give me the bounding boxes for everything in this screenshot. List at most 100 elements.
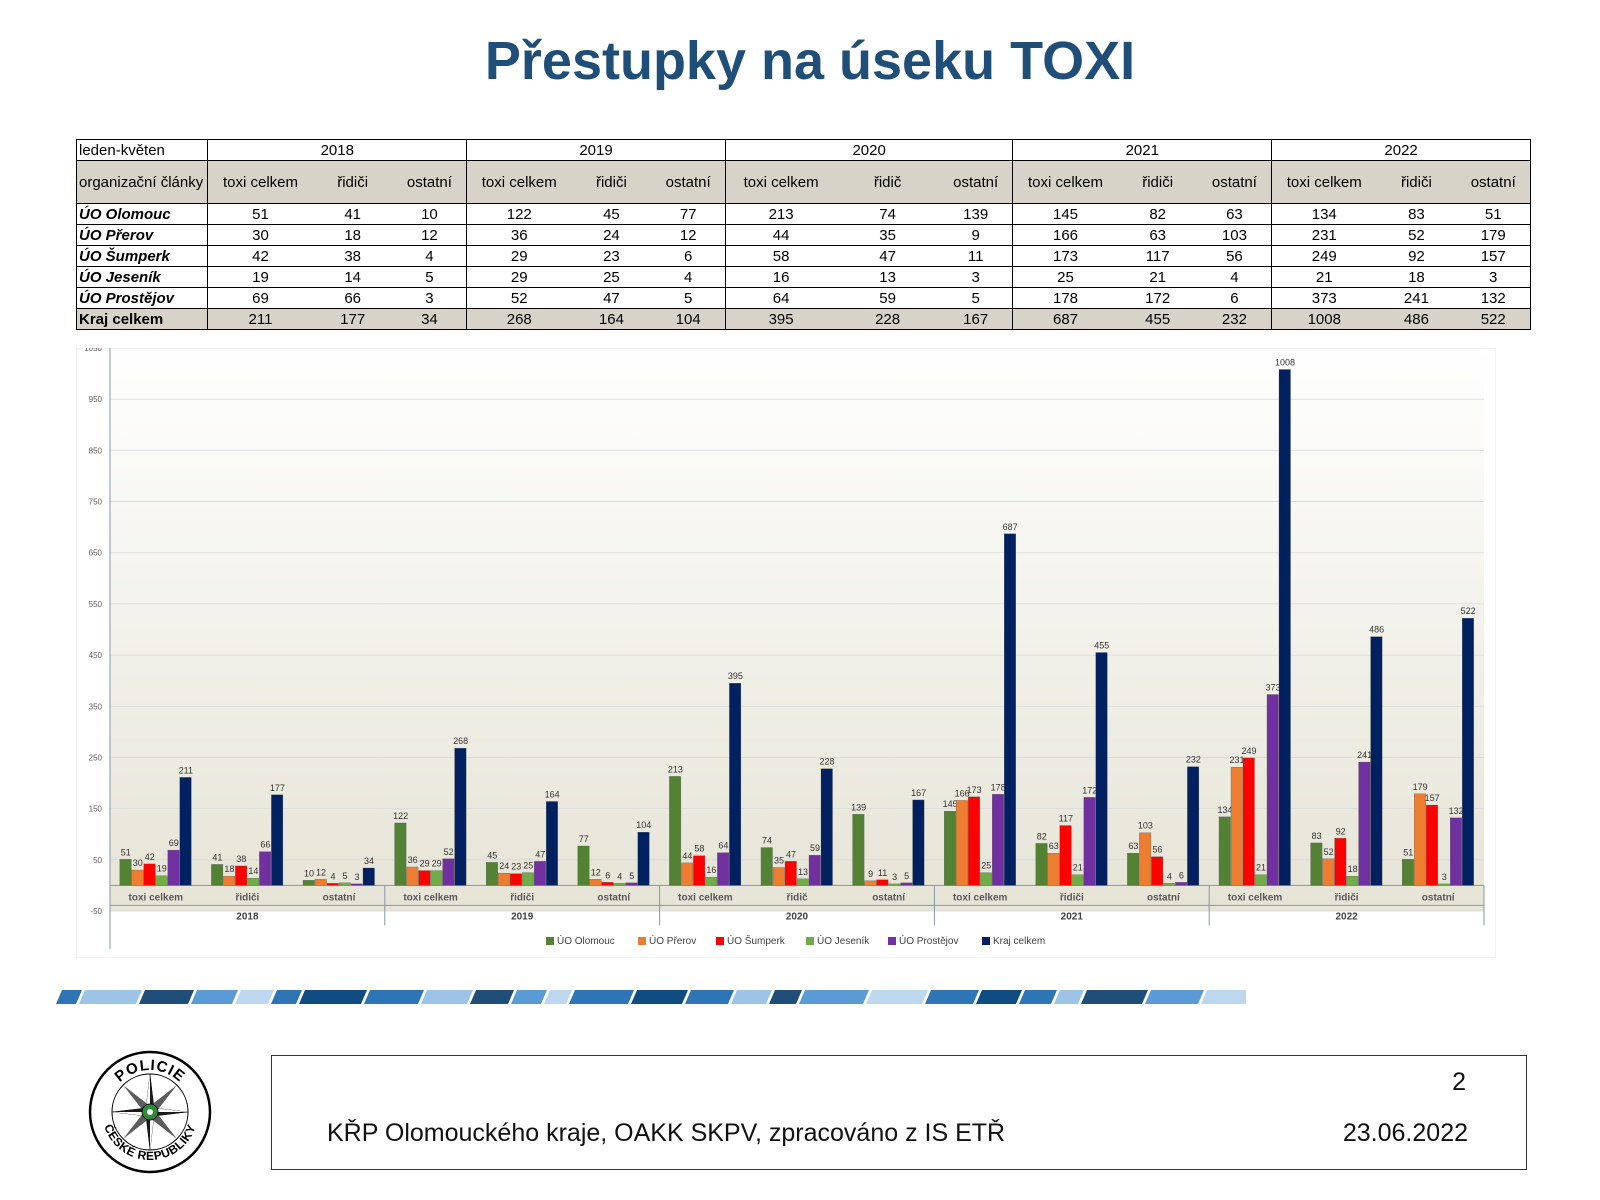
bar-value-label: 3 [354,872,359,882]
table-cell: 231 [1271,224,1377,246]
bar-value-label: 51 [121,847,131,857]
bar-value-label: 10 [304,868,314,878]
table-cell: 25 [1012,266,1118,288]
bar-value-label: 687 [1003,522,1018,532]
footer-date: 23.06.2022 [1342,1119,1468,1147]
bar-value-label: 166 [955,788,970,798]
bar-value-label: 25 [981,861,991,871]
table-cell: 45 [571,203,652,225]
bar [1218,816,1231,886]
table-row-label: ÚO Přerov [75,224,209,246]
bar [852,814,865,886]
table-cell: 66 [312,287,393,309]
table-cell: 122 [466,203,572,225]
y-tick-label: 50 [93,856,102,865]
bar [1310,842,1323,886]
bar-value-label: 117 [1059,814,1073,824]
decorative-stripe [56,990,1246,1004]
bar [223,876,236,886]
x-tick-label: ostatní [1147,892,1181,903]
bar [784,861,797,886]
table-cell: 232 [1197,308,1273,330]
table-cell: 11 [938,245,1014,267]
bar-value-label: 42 [145,852,155,862]
table-cell: 12 [392,224,468,246]
bar [302,880,315,886]
bar-value-label: 59 [810,843,820,853]
bar [1095,652,1108,886]
bar-value-label: 13 [798,867,808,877]
stripe-segment [544,990,572,1004]
bar [211,864,224,886]
bar-value-label: 83 [1312,831,1322,841]
bar-value-label: 132 [1449,806,1464,816]
table-cell: 58 [724,245,837,267]
bar-value-label: 241 [1357,750,1372,760]
table-cell: 486 [1376,308,1457,330]
bar-value-label: 38 [236,854,246,864]
year-label: 2018 [236,911,259,922]
y-tick-label: 250 [89,753,103,762]
bar [1414,793,1426,886]
table-cell: 83 [1376,203,1457,225]
bar-value-label: 34 [364,856,374,866]
bar [760,847,773,886]
bar [808,855,821,886]
table-cell: 34 [392,308,468,330]
bar [1163,883,1176,886]
bar [577,845,590,886]
bar-value-label: 41 [212,852,222,862]
x-tick-label: toxi celkem [129,892,184,903]
table-cell: 18 [1376,266,1457,288]
table-cell: 178 [1012,287,1118,309]
table-cell: 10 [392,203,468,225]
stripe-segment [631,990,688,1004]
bar [1426,804,1438,886]
bar-value-label: 18 [1348,864,1358,874]
table-cell: 41 [312,203,393,225]
bar-value-label: 19 [157,864,167,874]
table-cell: 63 [1117,224,1198,246]
y-tick-label: 1050 [84,348,102,353]
table-cell: 69 [207,287,313,309]
table-cell: 103 [1197,224,1273,246]
table-cell: 47 [571,287,652,309]
stripe-segment [925,990,979,1004]
table-row: ÚO Přerov 30 18 12 36 24 12 44 35 9 166 63 103 231 52 1… [75,224,1532,246]
table-cell: 455 [1117,308,1198,330]
bar [1322,858,1335,886]
bar-value-label: 52 [444,847,454,857]
table-cell: 5 [392,266,468,288]
bar [992,794,1004,886]
bar-value-label: 249 [1241,746,1256,756]
table-cell: 44 [724,224,837,246]
x-tick-label: ostatní [323,892,357,903]
x-tick-label: řidiči [235,892,259,903]
table-row-label: ÚO Jeseník [75,266,209,288]
table-row: ÚO Prostějov 69 66 3 52 47 5 64 59 5 178 172 6 373 241… [75,287,1532,309]
bar [1230,767,1243,886]
table-cell: 213 [724,203,837,225]
bar [772,867,785,886]
bar-value-label: 51 [1403,847,1413,857]
bar [534,861,546,886]
bar-value-label: 395 [728,671,743,681]
bar [864,880,877,886]
bar-value-label: 103 [1138,821,1153,831]
table-cell: 395 [724,308,837,330]
legend-swatch [638,937,646,945]
bar [1450,817,1462,886]
y-tick-label: 850 [89,446,103,455]
bar-value-label: 82 [1037,831,1047,841]
table-cell: 35 [836,224,939,246]
x-tick-label: řidič [786,892,808,903]
bar-value-label: 228 [819,757,834,767]
table-cell: 5 [938,287,1014,309]
bar [1358,761,1371,886]
table-cell: 228 [836,308,939,330]
bar [486,862,498,886]
bar [796,878,809,886]
bar-value-label: 178 [991,782,1006,792]
table-cell: 9 [938,224,1014,246]
table-cell: 139 [938,203,1014,225]
